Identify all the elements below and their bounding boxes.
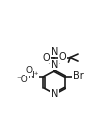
Text: N: N — [50, 47, 58, 57]
Text: O: O — [58, 52, 66, 62]
Text: ⁻O: ⁻O — [17, 75, 28, 84]
Text: N⁺: N⁺ — [27, 71, 38, 80]
Text: N: N — [50, 60, 58, 70]
Text: O: O — [42, 52, 50, 63]
Text: Br: Br — [72, 71, 83, 81]
Text: N: N — [50, 89, 58, 99]
Text: O: O — [25, 66, 32, 75]
